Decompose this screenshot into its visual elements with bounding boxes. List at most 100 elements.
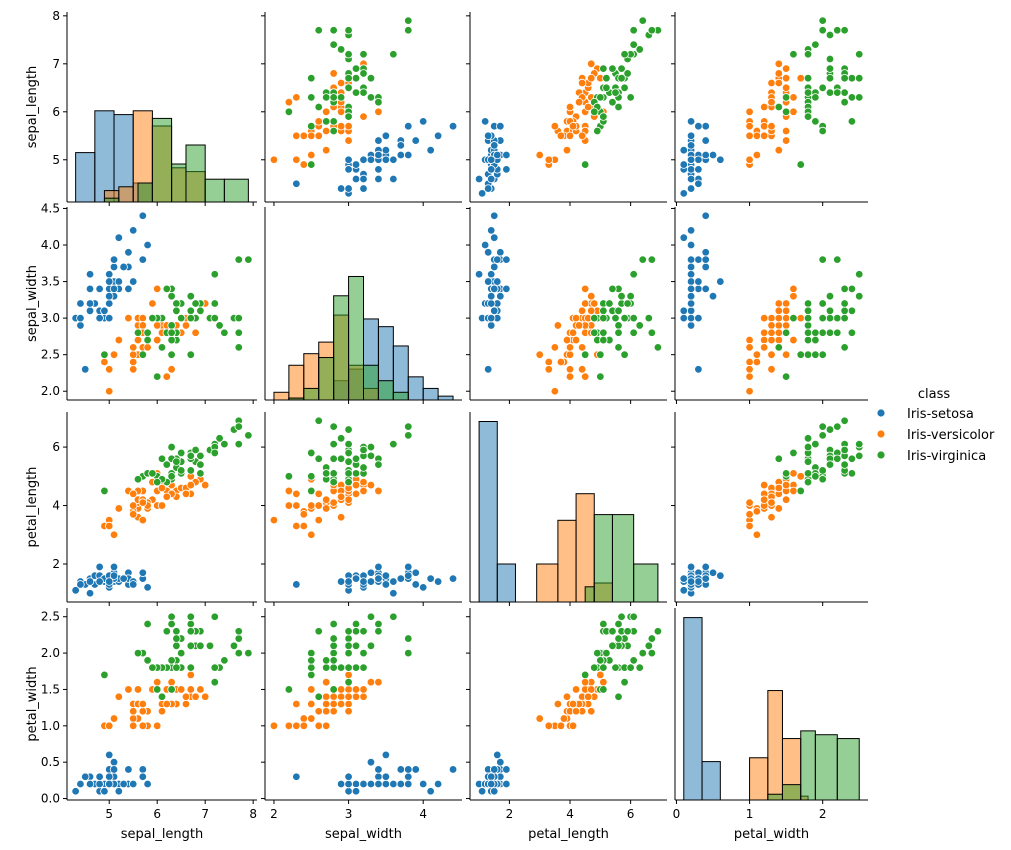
x-tick-label: 1	[746, 807, 754, 821]
point-Iris-setosa-sepal_length-petal_length-18	[138, 568, 148, 577]
point-Iris-virginica-sepal_width-sepal_length-14	[329, 117, 338, 126]
point-Iris-versicolor-petal_width-sepal_length-40	[759, 131, 769, 140]
point-Iris-setosa-petal_length-sepal_width-49	[487, 291, 496, 301]
point-Iris-virginica-sepal_length-petal_length-7	[215, 434, 224, 443]
point-Iris-versicolor-sepal_width-petal_width-22	[307, 685, 316, 694]
point-Iris-virginica-petal_length-petal_width-5	[644, 641, 654, 651]
point-Iris-versicolor-sepal_width-sepal_length-48	[307, 150, 316, 160]
point-Iris-virginica-petal_width-petal_length-48	[840, 460, 849, 469]
point-Iris-virginica-petal_length-petal_width-25	[626, 663, 635, 672]
point-Iris-versicolor-petal_width-sepal_width-48	[752, 350, 762, 359]
point-Iris-setosa-sepal_length-sepal_width-46	[109, 255, 119, 264]
point-Iris-virginica-sepal_length-petal_width-0	[167, 612, 176, 621]
point-Iris-setosa-petal_length-sepal_width-23	[496, 291, 505, 301]
point-Iris-setosa-sepal_length-sepal_width-38	[76, 313, 85, 323]
point-Iris-versicolor-sepal_width-petal_width-28	[336, 685, 346, 694]
point-Iris-setosa-sepal_width-petal_width-46	[404, 779, 413, 789]
point-Iris-virginica-sepal_width-sepal_length-33	[329, 93, 338, 102]
point-Iris-virginica-petal_length-sepal_width-8	[620, 350, 629, 359]
point-Iris-versicolor-sepal_length-sepal_width-8	[181, 321, 191, 330]
point-Iris-setosa-sepal_length-petal_width-23	[109, 757, 119, 767]
point-Iris-versicolor-sepal_length-petal_width-47	[162, 699, 171, 709]
point-Iris-virginica-sepal_length-petal_length-30	[220, 439, 229, 449]
point-Iris-versicolor-petal_width-sepal_width-23	[759, 328, 769, 337]
point-Iris-versicolor-petal_width-sepal_width-22	[781, 350, 791, 359]
panel-petal_width-vs-petal_width: 0 1 2	[673, 608, 868, 821]
point-Iris-versicolor-petal_width-petal_length-17	[745, 498, 754, 507]
point-Iris-setosa-petal_length-sepal_length-18	[496, 121, 505, 131]
point-Iris-virginica-sepal_width-sepal_length-37	[351, 88, 361, 97]
point-Iris-virginica-petal_length-sepal_length-47	[602, 83, 611, 93]
point-Iris-versicolor-petal_length-petal_width-31	[556, 721, 566, 731]
point-Iris-versicolor-petal_width-sepal_length-47	[767, 98, 776, 107]
point-Iris-virginica-petal_width-sepal_length-35	[840, 26, 849, 35]
point-Iris-virginica-sepal_width-petal_length-43	[359, 445, 368, 455]
point-Iris-versicolor-petal_width-sepal_length-27	[796, 74, 805, 83]
point-Iris-virginica-petal_length-sepal_width-31	[638, 255, 647, 264]
point-Iris-virginica-petal_length-sepal_length-35	[629, 26, 638, 35]
point-Iris-versicolor-petal_width-sepal_length-4	[781, 83, 791, 93]
point-Iris-setosa-petal_width-sepal_length-41	[694, 179, 703, 188]
hist-bar-sepal_length-Iris-virginica-0	[103, 197, 120, 203]
point-Iris-virginica-sepal_length-petal_width-2	[205, 641, 215, 651]
point-Iris-versicolor-petal_width-petal_length-23	[759, 480, 769, 490]
point-Iris-virginica-petal_width-petal_length-14	[847, 469, 857, 478]
point-Iris-virginica-sepal_width-petal_width-34	[314, 692, 323, 701]
point-Iris-versicolor-sepal_width-petal_width-32	[321, 707, 331, 716]
point-Iris-versicolor-petal_width-petal_length-48	[752, 530, 762, 539]
point-Iris-versicolor-sepal_width-petal_length-10	[269, 515, 279, 525]
point-Iris-virginica-sepal_width-petal_width-46	[307, 656, 316, 665]
point-Iris-versicolor-sepal_length-sepal_width-28	[153, 321, 162, 330]
point-Iris-virginica-petal_width-sepal_width-39	[825, 306, 835, 316]
point-Iris-virginica-sepal_width-sepal_length-9	[389, 50, 398, 59]
point-Iris-versicolor-petal_width-petal_length-11	[781, 495, 791, 504]
point-Iris-setosa-petal_width-sepal_width-16	[701, 248, 710, 257]
point-Iris-setosa-petal_length-sepal_width-5	[496, 248, 505, 257]
point-Iris-virginica-petal_width-sepal_width-33	[781, 328, 791, 337]
point-Iris-setosa-sepal_width-sepal_length-42	[359, 184, 368, 193]
point-Iris-virginica-petal_length-petal_width-47	[602, 648, 611, 658]
point-Iris-virginica-petal_width-sepal_length-45	[840, 74, 849, 83]
point-Iris-setosa-petal_length-sepal_width-45	[487, 313, 496, 323]
point-Iris-versicolor-petal_width-sepal_width-34	[781, 313, 791, 323]
point-Iris-setosa-petal_length-petal_width-24	[502, 779, 511, 789]
point-Iris-versicolor-sepal_width-petal_length-15	[351, 489, 361, 499]
point-Iris-setosa-petal_width-sepal_width-36	[686, 277, 696, 286]
y-tick-label: 0.0	[41, 792, 60, 806]
point-Iris-versicolor-petal_width-petal_length-41	[774, 483, 784, 493]
point-Iris-versicolor-petal_length-petal_width-23	[587, 707, 596, 716]
point-Iris-virginica-petal_width-sepal_length-9	[855, 50, 864, 59]
hist-bar-sepal_width-Iris-virginica-6	[377, 380, 394, 401]
point-Iris-virginica-petal_width-sepal_length-40	[847, 74, 857, 83]
point-Iris-virginica-petal_width-petal_length-46	[811, 472, 820, 481]
point-Iris-versicolor-petal_width-sepal_width-1	[781, 299, 791, 308]
y-tick-label: 2.5	[41, 610, 60, 624]
point-Iris-versicolor-petal_length-sepal_width-12	[565, 372, 575, 381]
point-Iris-virginica-sepal_length-sepal_width-30	[220, 328, 229, 337]
point-Iris-setosa-petal_length-sepal_width-48	[490, 262, 499, 272]
point-Iris-versicolor-petal_width-sepal_width-47	[767, 321, 776, 330]
hist-bar-petal_width-Iris-virginica-1	[781, 784, 802, 801]
point-Iris-versicolor-petal_length-sepal_length-43	[544, 155, 553, 164]
point-Iris-versicolor-sepal_length-petal_length-36	[186, 480, 195, 490]
point-Iris-versicolor-petal_width-sepal_length-30	[752, 131, 762, 140]
point-Iris-virginica-petal_length-sepal_length-39	[608, 64, 617, 73]
point-Iris-versicolor-sepal_width-sepal_length-31	[299, 131, 309, 140]
point-Iris-versicolor-sepal_width-sepal_length-46	[336, 121, 346, 131]
point-Iris-virginica-petal_length-sepal_length-22	[647, 26, 657, 35]
point-Iris-versicolor-sepal_width-petal_width-29	[314, 721, 323, 731]
point-Iris-versicolor-petal_width-petal_length-49	[767, 498, 776, 507]
point-Iris-virginica-sepal_length-sepal_width-33	[167, 328, 176, 337]
point-Iris-virginica-petal_width-sepal_length-6	[796, 160, 805, 169]
point-Iris-virginica-petal_length-petal_width-32	[614, 634, 623, 643]
point-Iris-virginica-petal_length-sepal_width-33	[599, 328, 608, 337]
hist-bar-petal_length-Iris-versicolor-0	[536, 563, 559, 603]
point-Iris-virginica-petal_length-sepal_width-35	[629, 313, 638, 323]
point-Iris-versicolor-petal_length-sepal_width-35	[580, 284, 590, 294]
point-Iris-setosa-petal_width-petal_length-23	[708, 568, 718, 577]
point-Iris-virginica-petal_length-sepal_length-0	[626, 93, 635, 102]
point-Iris-virginica-sepal_length-petal_length-47	[176, 466, 186, 475]
point-Iris-virginica-petal_width-sepal_width-32	[833, 328, 842, 337]
point-Iris-versicolor-sepal_width-sepal_length-8	[336, 78, 346, 88]
point-Iris-versicolor-petal_length-petal_width-30	[559, 714, 569, 723]
